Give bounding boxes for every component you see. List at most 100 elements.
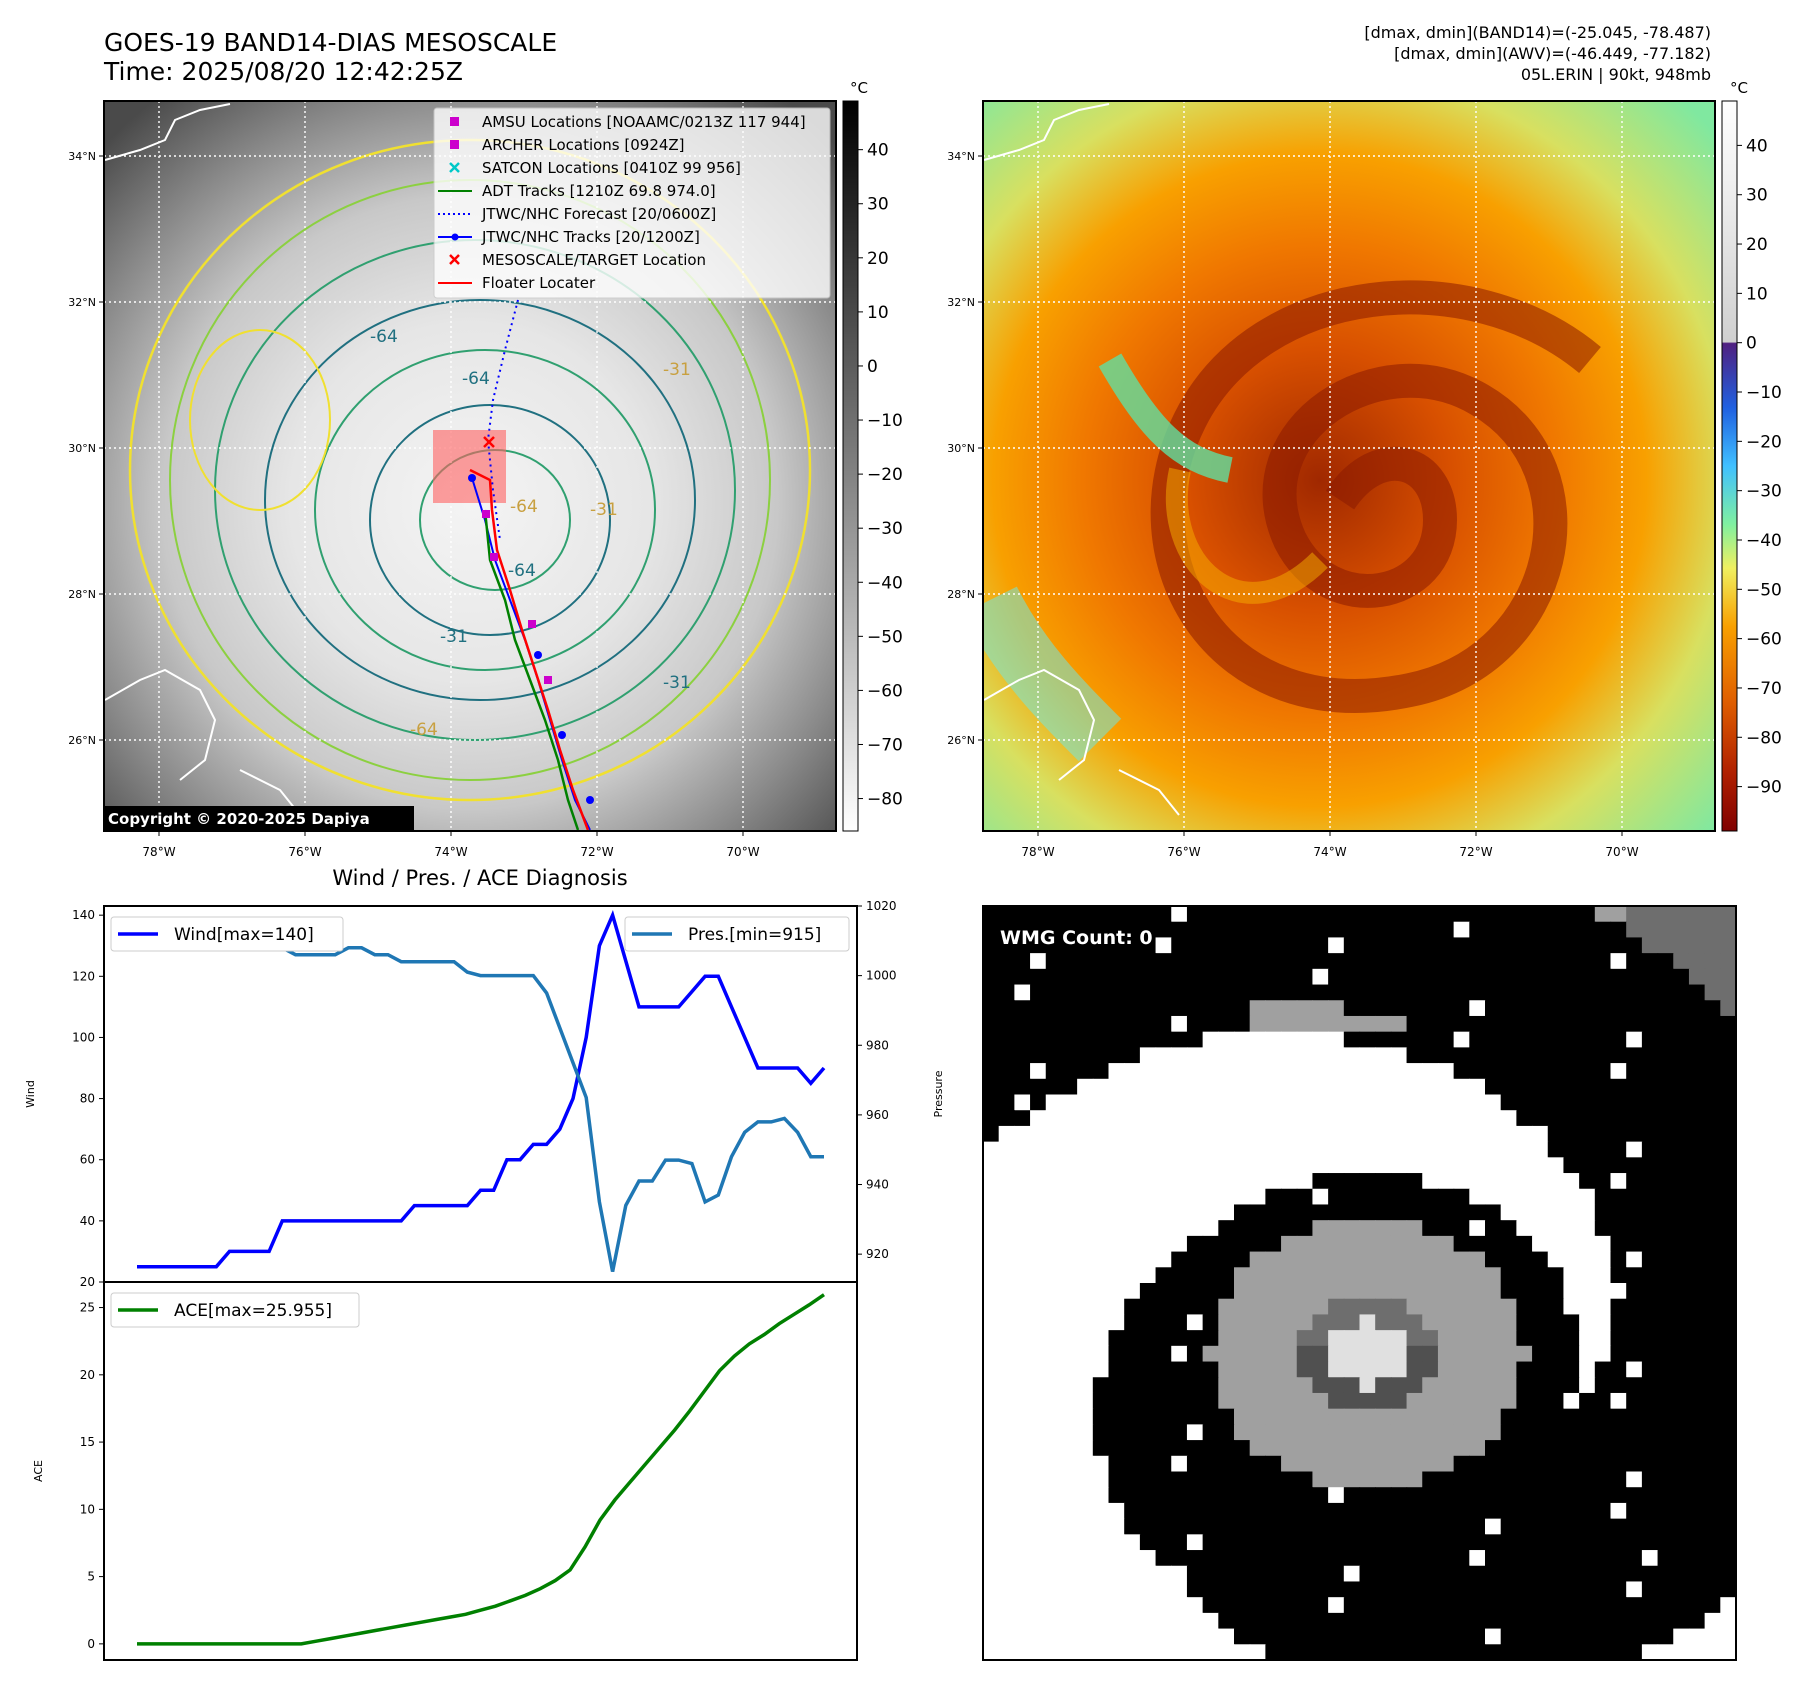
legend-label: JTWC/NHC Tracks [20/1200Z] — [481, 228, 700, 246]
colorbar-tick-label: −10 — [1746, 383, 1782, 403]
legend-entry: AMSU Locations [NOAAMC/0213Z 117 944] — [450, 113, 806, 131]
title-line-1: GOES-19 BAND14-DIAS MESOSCALE — [104, 28, 558, 57]
colorbar-tick-label: −70 — [1746, 679, 1782, 699]
contour-label: -31 — [590, 500, 618, 520]
ace-tick-label: 15 — [80, 1435, 95, 1449]
lat-ticks-left: 34°N 32°N 30°N 28°N 26°N — [68, 150, 104, 747]
lon-tick-label: 78°W — [1021, 845, 1054, 859]
colorbar-tick-label: 30 — [867, 195, 889, 215]
figure-title: GOES-19 BAND14-DIAS MESOSCALE Time: 2025… — [104, 28, 557, 86]
adt-track — [483, 509, 580, 831]
colorbar-tick-label: −20 — [867, 465, 903, 485]
forecast-track — [486, 299, 519, 541]
contour-label: -64 — [370, 327, 398, 347]
jtwc-track-points — [468, 474, 594, 804]
colorbar-tick-label: −50 — [867, 627, 903, 647]
lon-tick-label: 74°W — [434, 845, 467, 859]
pressure-tick-label: 920 — [866, 1247, 889, 1261]
series-line-wind — [137, 910, 826, 1269]
color-colorbar-unit: °C — [1730, 79, 1748, 97]
lat-ticks-right: 34°N 32°N 30°N 28°N 26°N — [947, 150, 983, 747]
pressure-tick-label: 960 — [866, 1108, 889, 1122]
coastline-right — [983, 103, 1180, 816]
info-line-1: [dmax, dmin](BAND14)=(-25.045, -78.487) — [1364, 23, 1711, 42]
lat-tick-label: 30°N — [947, 442, 975, 455]
wind-tick-label: 20 — [80, 1275, 95, 1289]
legend-label: ADT Tracks [1210Z 69.8 974.0] — [482, 182, 716, 200]
pressure-tick-label: 980 — [866, 1038, 889, 1052]
legend-entry: ARCHER Locations [0924Z] — [450, 136, 685, 154]
lat-tick-label: 28°N — [68, 588, 96, 601]
pressure-tick-label: 940 — [866, 1178, 889, 1192]
contour-label: -64 — [462, 369, 490, 389]
colorbar-tick-label: 20 — [1746, 235, 1768, 255]
contour-label: -31 — [440, 627, 468, 647]
mesoscale-target-box — [433, 430, 506, 503]
colorbar-tick-label: 40 — [867, 141, 889, 161]
wind-tick-label: 140 — [72, 908, 95, 922]
lon-tick-label: 70°W — [726, 845, 759, 859]
lat-tick-label: 26°N — [68, 734, 96, 747]
ace-tick-label: 5 — [87, 1570, 95, 1584]
lat-tick-label: 34°N — [68, 150, 96, 163]
ace-tick-label: 10 — [80, 1502, 95, 1516]
colorbar-tick-label: 10 — [1746, 284, 1768, 304]
colorbar-tick-label: −80 — [867, 790, 903, 810]
wind-legend-label: Wind[max=140] — [174, 925, 314, 945]
mesoscale-target-marker — [483, 436, 495, 448]
ace-axis-label: ACE — [32, 1460, 45, 1482]
colorbar-tick-label: −50 — [1746, 580, 1782, 600]
lon-ticks-right: 78°W 76°W 74°W 72°W 70°W — [1021, 831, 1639, 859]
colorbar-tick-label: −10 — [867, 411, 903, 431]
pressure-legend-label: Pres.[min=915] — [688, 925, 821, 945]
diagnosis-title: Wind / Pres. / ACE Diagnosis — [332, 866, 627, 890]
pressure-axis-label: Pressure — [932, 1070, 945, 1117]
lon-ticks-left: 78°W 76°W 74°W 72°W 70°W — [142, 831, 760, 859]
legend-entry: SATCON Locations [0410Z 99 956] — [449, 159, 741, 177]
colorbar-tick-label: −60 — [1746, 630, 1782, 650]
colorbar-tick-label: 40 — [1746, 136, 1768, 156]
contour-labels: -64 -31 -64 -64 -64 -31 -31 -64 -31 — [370, 327, 691, 740]
lon-tick-label: 72°W — [1459, 845, 1492, 859]
wmg-count: WMG Count: 0 — [1000, 927, 1153, 949]
legend-entry: JTWC/NHC Tracks [20/1200Z] — [438, 228, 700, 246]
ace-tick-label: 0 — [87, 1637, 95, 1651]
gray-colorbar-unit: °C — [850, 79, 868, 97]
lat-tick-label: 34°N — [947, 150, 975, 163]
ace-chart: ACE 0 5 10 15 20 25 ACE[max=25.955] — [32, 1281, 858, 1661]
wind-axis-label: Wind — [24, 1080, 37, 1108]
map-legend: AMSU Locations [NOAAMC/0213Z 117 944] ARC… — [433, 107, 831, 299]
colorbar-tick-label: −70 — [867, 735, 903, 755]
spiral-bands — [983, 280, 1601, 762]
lat-tick-label: 26°N — [947, 734, 975, 747]
colorbar-tick-label: 30 — [1746, 186, 1768, 206]
wind-tick-label: 100 — [72, 1030, 95, 1044]
ace-legend: ACE[max=25.955] — [110, 1292, 360, 1328]
colorbar-tick-label: 0 — [1746, 334, 1757, 354]
ace-tick-label: 25 — [80, 1301, 95, 1315]
lat-tick-label: 28°N — [947, 588, 975, 601]
title-line-2: Time: 2025/08/20 12:42:25Z — [104, 57, 463, 86]
info-line-3: 05L.ERIN | 90kt, 948mb — [1520, 65, 1711, 84]
colorbar-tick-label: −90 — [1746, 778, 1782, 798]
lon-tick-label: 76°W — [288, 845, 321, 859]
lon-tick-label: 78°W — [142, 845, 175, 859]
lat-tick-label: 32°N — [947, 296, 975, 309]
contour-label: -31 — [663, 360, 691, 380]
pressure-tick-label: 1020 — [866, 899, 897, 913]
legend-label: AMSU Locations [NOAAMC/0213Z 117 944] — [482, 113, 806, 131]
colorbar-tick-label: −40 — [867, 573, 903, 593]
storm-tracks — [469, 299, 591, 831]
wind-legend: Wind[max=140] — [110, 916, 344, 952]
legend-label: MESOSCALE/TARGET Location — [482, 251, 706, 269]
floater-track — [469, 468, 590, 831]
contour-label: -64 — [508, 561, 536, 581]
legend-label: JTWC/NHC Forecast [20/0600Z] — [481, 205, 716, 223]
color-colorbar: °C 40 30 20 10 0 −10 −20 −30 −40 −50 −60 −70 −80 −90 — [1721, 79, 1782, 832]
figure-info: [dmax, dmin](BAND14)=(-25.045, -78.487) … — [1364, 22, 1711, 85]
contour-label: -31 — [663, 673, 691, 693]
amsu-archer-points — [482, 510, 552, 684]
colorbar-tick-label: 0 — [867, 357, 878, 377]
